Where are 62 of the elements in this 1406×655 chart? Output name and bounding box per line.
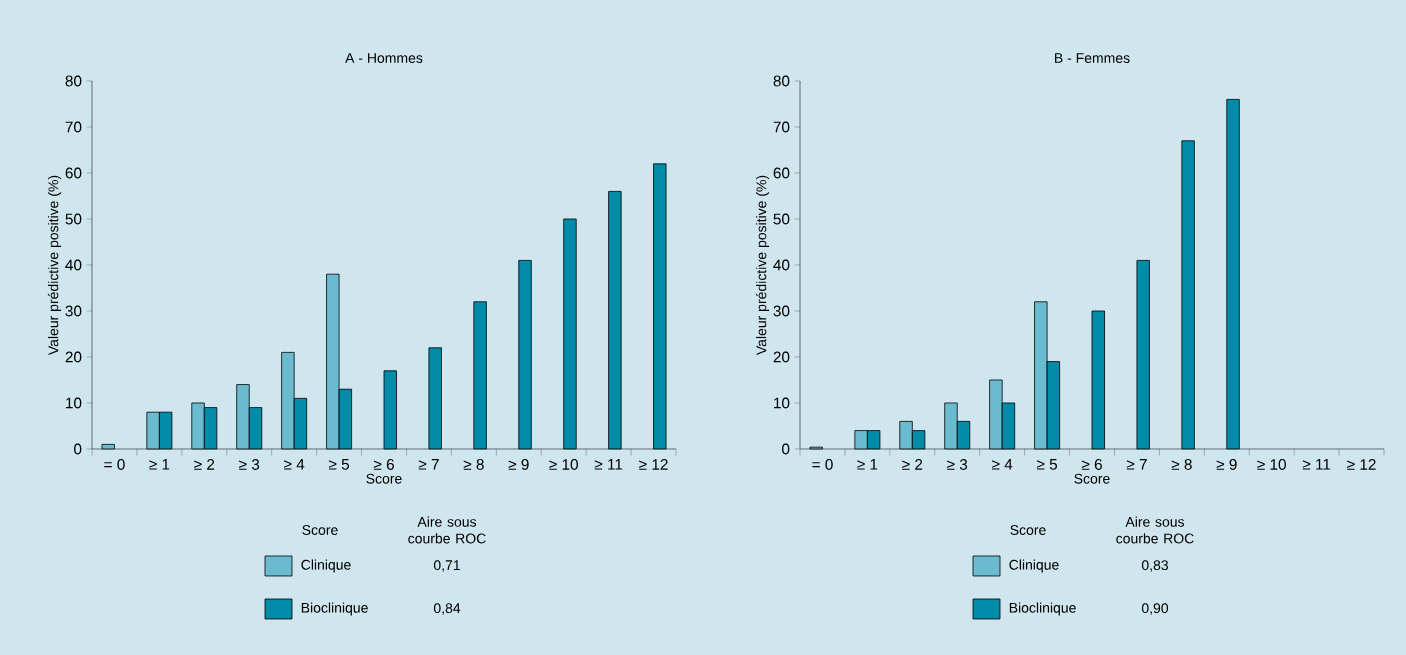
text: Aire sous courbe ROC <box>408 516 486 544</box>
x-tick-label: ≥ 12 <box>1347 459 1376 470</box>
x-tick-label: ≥ 4 <box>284 459 305 470</box>
y-tick-label: 40 <box>773 259 790 271</box>
legend-label: Bioclinique <box>1009 602 1076 616</box>
x-tick-label: ≥ 2 <box>194 459 215 470</box>
x-axis-title: Score <box>1074 473 1110 484</box>
x-tick-label: ≥ 3 <box>947 459 968 470</box>
y-tick-label: 40 <box>65 259 82 271</box>
chart-title: B - Femmes <box>1055 53 1130 63</box>
y-tick-label: 70 <box>773 121 790 133</box>
x-tick-label: ≥ 1 <box>857 459 878 470</box>
y-tick-label: 0 <box>782 443 790 455</box>
text: Aire sous courbe ROC <box>1116 516 1194 544</box>
x-tick-label: ≥ 6 <box>1081 459 1102 470</box>
legend-label: Clinique <box>301 559 351 573</box>
x-tick-label: ≥ 9 <box>1216 459 1237 470</box>
y-tick-label: 50 <box>65 213 82 225</box>
y-tick-label: 30 <box>65 305 82 317</box>
x-tick-label: ≥ 8 <box>1171 459 1192 470</box>
y-tick-label: 10 <box>66 397 82 409</box>
x-tick-label: ≥ 11 <box>594 459 623 470</box>
x-tick-label: ≥ 5 <box>328 459 350 470</box>
x-tick-label: ≥ 4 <box>992 459 1013 470</box>
x-tick-label: ≥ 2 <box>902 459 923 470</box>
y-tick-label: 20 <box>65 351 82 363</box>
text: 0,71 <box>433 560 460 572</box>
x-tick-label: ≥ 10 <box>1257 459 1286 470</box>
x-tick-label: ≥ 3 <box>239 459 260 470</box>
x-tick-label: ≥ 6 <box>373 459 394 470</box>
x-tick-label: ≥ 9 <box>508 459 529 470</box>
text: 0,90 <box>1141 603 1169 615</box>
legend-title: Score <box>1010 525 1046 535</box>
x-tick-label: ≥ 12 <box>639 459 668 470</box>
y-tick-label: 70 <box>65 121 82 133</box>
x-tick-label: ≥ 5 <box>1036 459 1058 470</box>
y-tick-label: 10 <box>774 397 790 409</box>
y-tick-label: 80 <box>65 75 82 87</box>
x-axis-title: Score <box>366 473 402 484</box>
legend-label: Clinique <box>1009 559 1059 573</box>
x-tick-label: ≥ 11 <box>1302 459 1331 470</box>
x-tick-label: ≥ 1 <box>149 459 170 470</box>
x-tick-label: ≥ 10 <box>549 459 578 470</box>
y-tick-label: 80 <box>773 75 790 87</box>
text: 0,84 <box>433 603 461 615</box>
x-tick-label: = 0 <box>104 459 125 470</box>
y-tick-label: 30 <box>773 305 790 317</box>
y-tick-label: 60 <box>773 167 790 179</box>
x-tick-label: ≥ 7 <box>1126 459 1147 470</box>
y-axis-title: Valeur prédictive positive (%) <box>47 175 62 356</box>
text: 0,83 <box>1141 560 1169 572</box>
y-tick-label: 20 <box>773 351 790 363</box>
y-tick-label: 50 <box>773 213 790 225</box>
chart-title: A - Hommes <box>345 53 423 63</box>
x-tick-label: ≥ 7 <box>418 459 439 470</box>
y-tick-label: 0 <box>74 443 82 455</box>
legend-title: Score <box>302 525 338 535</box>
x-tick-label: = 0 <box>812 459 833 470</box>
y-axis-title: Valeur prédictive positive (%) <box>755 175 770 356</box>
legend-label: Bioclinique <box>301 602 368 616</box>
x-tick-label: ≥ 8 <box>463 459 484 470</box>
y-tick-label: 60 <box>65 167 82 179</box>
